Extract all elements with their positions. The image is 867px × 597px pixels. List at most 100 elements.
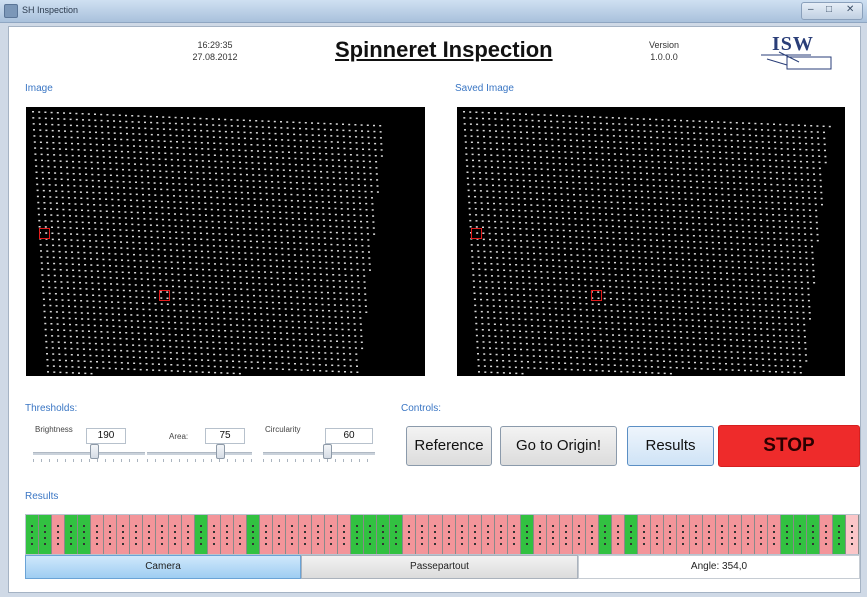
hole-dot bbox=[729, 218, 731, 220]
hole-dot bbox=[224, 227, 227, 229]
hole-dot bbox=[216, 203, 219, 205]
title-bar[interactable]: SH Inspection – □ ✕ bbox=[0, 0, 867, 23]
hole-dot bbox=[622, 195, 625, 198]
hole-dot bbox=[591, 200, 594, 203]
reference-button[interactable]: Reference bbox=[406, 426, 492, 466]
hole-dot bbox=[730, 236, 733, 238]
hole-dot bbox=[206, 353, 209, 355]
hole-dot bbox=[487, 112, 490, 114]
hole-dot bbox=[165, 176, 168, 179]
stop-button[interactable]: STOP bbox=[718, 425, 860, 467]
hole-dot bbox=[325, 165, 328, 167]
hole-dot bbox=[544, 132, 547, 134]
hole-dot bbox=[492, 305, 495, 307]
hole-dot bbox=[291, 218, 294, 220]
hole-dot bbox=[768, 250, 770, 252]
circularity-slider[interactable] bbox=[263, 442, 375, 464]
hole-dot bbox=[749, 152, 752, 155]
area-input[interactable] bbox=[205, 428, 245, 444]
maximize-icon[interactable]: □ bbox=[826, 4, 833, 15]
hole-dot bbox=[612, 346, 615, 348]
result-dot bbox=[109, 525, 112, 527]
hole-dot bbox=[169, 140, 172, 143]
hole-dot bbox=[193, 328, 196, 331]
slider-thumb[interactable] bbox=[323, 444, 332, 459]
hole-dot bbox=[476, 232, 479, 234]
close-icon[interactable]: ✕ bbox=[846, 4, 855, 15]
window-controls[interactable]: – □ ✕ bbox=[801, 2, 863, 20]
hole-dot bbox=[522, 276, 524, 278]
hole-dot bbox=[509, 269, 512, 272]
hole-dot bbox=[608, 267, 611, 270]
hole-dot bbox=[39, 129, 42, 131]
hole-dot bbox=[651, 154, 654, 157]
hole-dot bbox=[617, 219, 620, 222]
hole-dot bbox=[601, 364, 604, 366]
slider-thumb[interactable] bbox=[216, 444, 225, 459]
hole-dot bbox=[132, 356, 135, 358]
hole-dot bbox=[140, 278, 143, 280]
hole-dot bbox=[325, 159, 328, 161]
hole-dot bbox=[818, 167, 821, 170]
hole-dot bbox=[231, 131, 234, 133]
hole-dot bbox=[169, 351, 172, 354]
hole-dot bbox=[248, 222, 251, 224]
hole-dot bbox=[589, 164, 592, 166]
hole-dot bbox=[776, 177, 779, 180]
hole-dot bbox=[94, 342, 97, 345]
hole-dot bbox=[815, 209, 818, 212]
hole-dot bbox=[141, 290, 144, 292]
hole-dot bbox=[174, 321, 177, 324]
go-to-origin-button[interactable]: Go to Origin! bbox=[500, 426, 617, 466]
result-dot bbox=[57, 531, 60, 533]
hole-dot bbox=[180, 213, 183, 215]
hole-dot bbox=[368, 263, 371, 265]
hole-dot bbox=[673, 119, 676, 121]
area-slider[interactable] bbox=[147, 442, 252, 464]
hole-dot bbox=[207, 371, 210, 374]
hole-dot bbox=[677, 186, 680, 188]
hole-dot bbox=[129, 302, 132, 304]
hole-dot bbox=[584, 278, 587, 281]
hole-dot bbox=[61, 293, 64, 295]
hole-dot bbox=[643, 347, 646, 350]
hole-dot bbox=[594, 345, 597, 348]
hole-dot bbox=[603, 297, 606, 300]
circularity-input[interactable] bbox=[325, 428, 373, 444]
brightness-slider[interactable] bbox=[33, 442, 145, 464]
hole-dot bbox=[144, 344, 147, 347]
hole-dot bbox=[213, 353, 216, 356]
hole-dot bbox=[345, 286, 348, 289]
results-button[interactable]: Results bbox=[627, 426, 714, 466]
hole-dot bbox=[744, 170, 747, 173]
hole-dot bbox=[347, 214, 350, 216]
hole-dot bbox=[699, 343, 702, 346]
hole-dot bbox=[800, 172, 803, 175]
hole-dot bbox=[775, 274, 778, 276]
hole-dot bbox=[114, 259, 117, 261]
hole-dot bbox=[599, 225, 602, 227]
hole-dot bbox=[262, 349, 265, 352]
hole-dot bbox=[675, 354, 678, 357]
hole-dot bbox=[232, 149, 235, 151]
hole-dot bbox=[546, 156, 549, 159]
hole-dot bbox=[300, 158, 303, 160]
hole-dot bbox=[182, 358, 185, 360]
minimize-icon[interactable]: – bbox=[808, 4, 814, 15]
hole-dot bbox=[323, 340, 326, 342]
hole-dot bbox=[766, 123, 769, 125]
hole-dot bbox=[779, 123, 782, 126]
hole-dot bbox=[803, 227, 806, 229]
hole-dot bbox=[476, 346, 479, 349]
hole-dot bbox=[762, 153, 765, 155]
hole-dot bbox=[568, 326, 571, 328]
hole-dot bbox=[669, 366, 672, 369]
hole-dot bbox=[465, 153, 468, 155]
hole-dot bbox=[111, 301, 113, 303]
brightness-input[interactable] bbox=[86, 428, 126, 444]
hole-dot bbox=[615, 286, 618, 288]
hole-dot bbox=[672, 306, 675, 308]
slider-thumb[interactable] bbox=[90, 444, 99, 459]
hole-dot bbox=[544, 235, 547, 237]
hole-dot bbox=[611, 328, 614, 330]
